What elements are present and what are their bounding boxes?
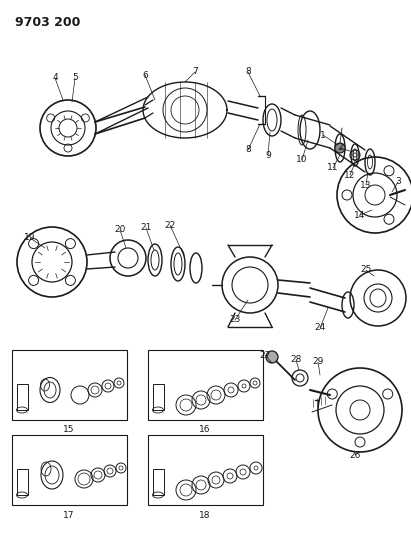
Text: 8: 8 [245, 68, 251, 77]
Text: 9703 200: 9703 200 [15, 15, 81, 28]
Text: 8: 8 [245, 146, 251, 155]
Text: 21: 21 [140, 223, 152, 232]
Bar [12, 435, 127, 505]
Text: 19: 19 [24, 233, 36, 243]
Circle shape [266, 351, 278, 363]
Text: 24: 24 [314, 324, 326, 333]
Bar [148, 435, 263, 505]
Text: 22: 22 [164, 221, 175, 230]
Bar [17, 469, 28, 495]
Text: 26: 26 [349, 450, 361, 459]
Text: 4: 4 [52, 74, 58, 83]
Text: 13: 13 [360, 181, 372, 190]
Text: 27: 27 [259, 351, 271, 359]
Text: 29: 29 [312, 358, 324, 367]
Text: 10: 10 [296, 156, 308, 165]
Text: 5: 5 [72, 74, 78, 83]
Text: 2: 2 [337, 143, 343, 152]
Bar [12, 350, 127, 420]
Text: 18: 18 [199, 511, 211, 520]
Text: 16: 16 [199, 425, 211, 434]
Text: 11: 11 [327, 164, 339, 173]
Text: 15: 15 [63, 425, 75, 434]
Bar [17, 384, 28, 410]
Text: 1: 1 [320, 131, 326, 140]
Text: 20: 20 [114, 225, 126, 235]
Text: 9: 9 [265, 150, 271, 159]
Bar [153, 469, 164, 495]
Text: 6: 6 [142, 70, 148, 79]
Text: 17: 17 [63, 511, 75, 520]
Text: 3: 3 [395, 177, 401, 187]
Text: 7: 7 [192, 68, 198, 77]
Text: 28: 28 [290, 356, 302, 365]
Bar [153, 384, 164, 410]
Text: 14: 14 [354, 211, 366, 220]
Circle shape [335, 143, 345, 153]
Text: 23: 23 [229, 316, 241, 325]
Bar [148, 350, 263, 420]
Text: 12: 12 [344, 171, 356, 180]
Text: 25: 25 [360, 265, 372, 274]
